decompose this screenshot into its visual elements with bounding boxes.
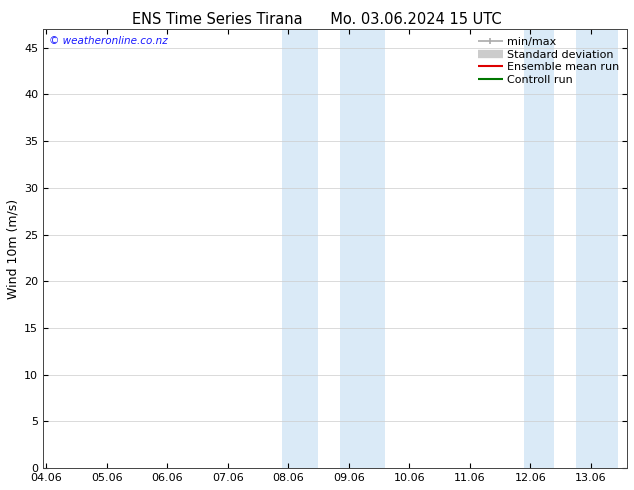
Text: © weatheronline.co.nz: © weatheronline.co.nz [49, 36, 167, 46]
Y-axis label: Wind 10m (m/s): Wind 10m (m/s) [7, 198, 20, 299]
Bar [282, 29, 318, 468]
Bar [576, 29, 618, 468]
Text: ENS Time Series Tirana      Mo. 03.06.2024 15 UTC: ENS Time Series Tirana Mo. 03.06.2024 15… [132, 12, 502, 27]
Bar [524, 29, 555, 468]
Bar [340, 29, 385, 468]
Legend: min/max, Standard deviation, Ensemble mean run, Controll run: min/max, Standard deviation, Ensemble me… [476, 35, 621, 87]
